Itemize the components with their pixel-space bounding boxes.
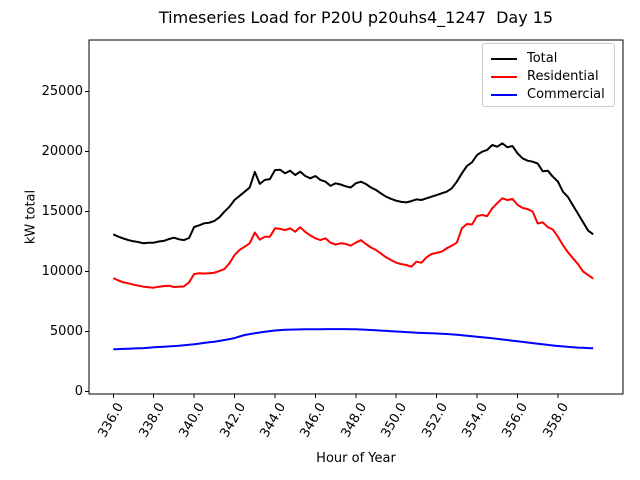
y-tick-label: 25000 [41,84,83,99]
legend: Total Residential Commercial [482,43,615,107]
y-tick-label: 15000 [41,204,83,219]
legend-entry-residential: Residential [491,68,606,86]
series-line-residential [112,197,594,289]
y-tick-label: 10000 [41,264,83,279]
legend-line-sample [491,76,517,78]
legend-line-sample [491,58,517,60]
y-tick-label: 5000 [49,324,83,339]
legend-line-sample [491,94,517,96]
y-tick-label: 0 [74,384,83,399]
legend-label: Total [527,51,558,66]
series-line-total [112,142,594,245]
series-line-commercial [113,328,594,351]
x-axis-label: Hour of Year [316,451,396,466]
legend-entry-total: Total [491,50,606,68]
legend-entry-commercial: Commercial [491,86,606,104]
legend-label: Residential [527,69,599,84]
y-tick-label: 20000 [41,144,83,159]
legend-label: Commercial [527,87,605,102]
chart-title: Timeseries Load for P20U p20uhs4_1247 Da… [158,8,554,27]
